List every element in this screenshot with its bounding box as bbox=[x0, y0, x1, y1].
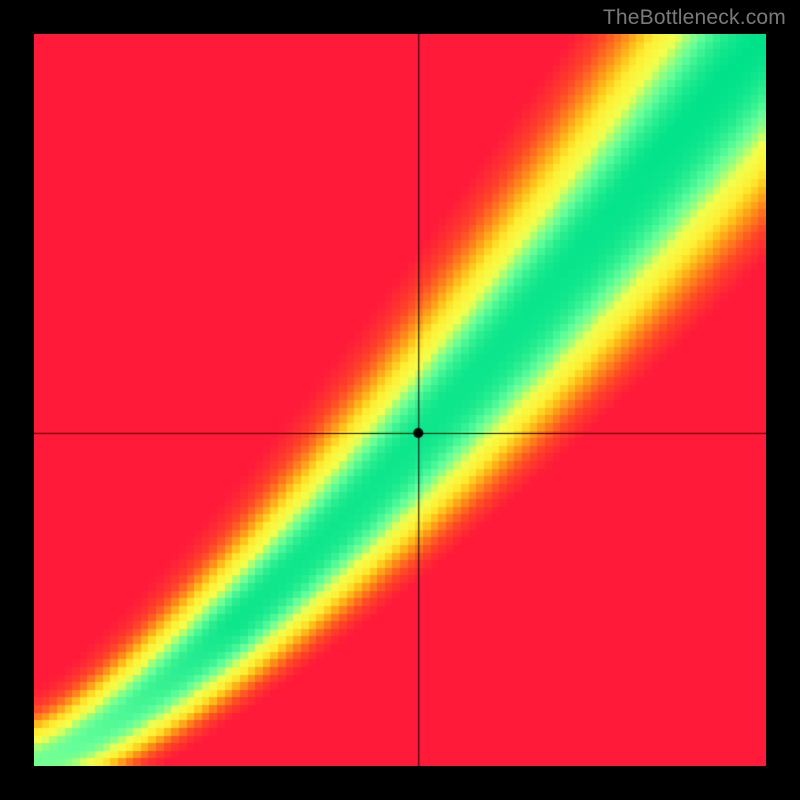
watermark-text: TheBottleneck.com bbox=[603, 6, 786, 30]
bottleneck-heatmap bbox=[34, 34, 766, 766]
chart-container: TheBottleneck.com bbox=[0, 0, 800, 800]
